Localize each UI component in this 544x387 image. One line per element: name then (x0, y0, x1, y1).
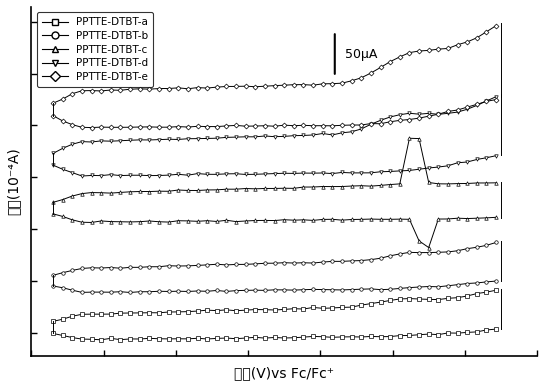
X-axis label: 电势(V)vs Fc/Fc⁺: 电势(V)vs Fc/Fc⁺ (234, 366, 334, 380)
Y-axis label: 电流(10⁻⁴A): 电流(10⁻⁴A) (7, 147, 21, 215)
Legend: PPTTE-DTBT-a, PPTTE-DTBT-b, PPTTE-DTBT-c, PPTTE-DTBT-d, PPTTE-DTBT-e: PPTTE-DTBT-a, PPTTE-DTBT-b, PPTTE-DTBT-c… (36, 12, 153, 87)
Text: 50μA: 50μA (345, 48, 378, 60)
